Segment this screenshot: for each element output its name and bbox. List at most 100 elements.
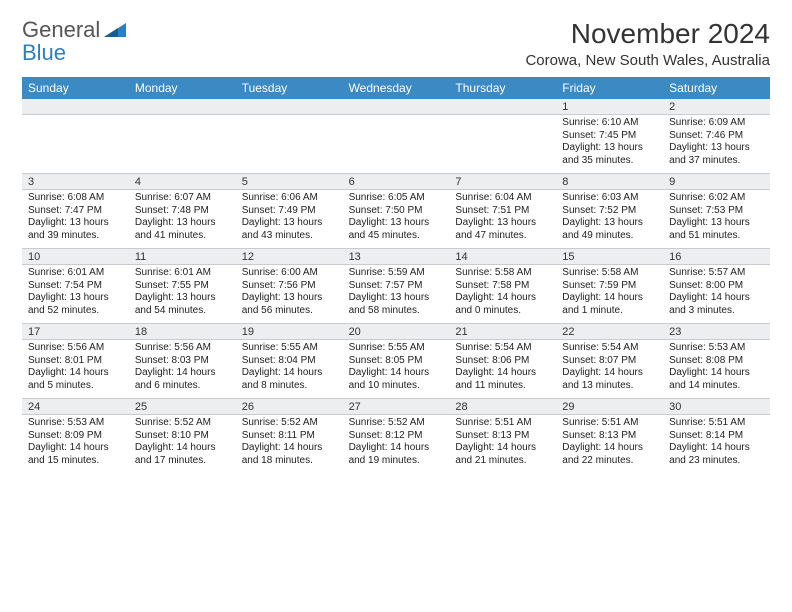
calendar-cell-body: Sunrise: 6:02 AMSunset: 7:53 PMDaylight:… bbox=[663, 190, 770, 248]
calendar-cell-body: Sunrise: 6:04 AMSunset: 7:51 PMDaylight:… bbox=[449, 190, 556, 248]
calendar-cell-line: Sunrise: 6:09 AM bbox=[669, 117, 764, 130]
calendar-cell: Sunrise: 6:01 AMSunset: 7:55 PMDaylight:… bbox=[129, 265, 236, 323]
calendar-cell-line: and 6 minutes. bbox=[135, 380, 230, 393]
calendar-cell: Sunrise: 5:58 AMSunset: 7:58 PMDaylight:… bbox=[449, 265, 556, 323]
calendar-cell-line: and 22 minutes. bbox=[562, 455, 657, 468]
calendar-cell-line: Daylight: 13 hours bbox=[28, 292, 123, 305]
calendar-cell-body bbox=[449, 115, 556, 123]
calendar-cell-body: Sunrise: 6:10 AMSunset: 7:45 PMDaylight:… bbox=[556, 115, 663, 173]
calendar-cell-line: and 52 minutes. bbox=[28, 305, 123, 318]
calendar-daynum bbox=[343, 99, 450, 114]
calendar-cell-line: and 51 minutes. bbox=[669, 230, 764, 243]
calendar-cell-body: Sunrise: 5:57 AMSunset: 8:00 PMDaylight:… bbox=[663, 265, 770, 323]
logo-word-1: General bbox=[22, 17, 100, 42]
calendar-daynum: 26 bbox=[236, 399, 343, 414]
calendar-cell-line: and 49 minutes. bbox=[562, 230, 657, 243]
calendar-cell-line: Sunset: 7:58 PM bbox=[455, 280, 550, 293]
calendar-cell: Sunrise: 6:02 AMSunset: 7:53 PMDaylight:… bbox=[663, 190, 770, 248]
calendar-daynum: 7 bbox=[449, 174, 556, 189]
calendar-cell: Sunrise: 5:57 AMSunset: 8:00 PMDaylight:… bbox=[663, 265, 770, 323]
calendar-cell-line: Daylight: 13 hours bbox=[669, 142, 764, 155]
calendar-daynum: 9 bbox=[663, 174, 770, 189]
calendar-cell: Sunrise: 6:05 AMSunset: 7:50 PMDaylight:… bbox=[343, 190, 450, 248]
calendar-cell-line: Daylight: 14 hours bbox=[562, 367, 657, 380]
calendar-cell-line: Daylight: 14 hours bbox=[455, 367, 550, 380]
calendar-week-row: Sunrise: 6:01 AMSunset: 7:54 PMDaylight:… bbox=[22, 265, 770, 323]
calendar-cell-line: and 45 minutes. bbox=[349, 230, 444, 243]
calendar-cell-line: Sunrise: 6:10 AM bbox=[562, 117, 657, 130]
calendar-cell-line: Sunset: 7:47 PM bbox=[28, 205, 123, 218]
calendar-cell-line: Sunset: 7:54 PM bbox=[28, 280, 123, 293]
calendar-cell-line: Daylight: 14 hours bbox=[455, 442, 550, 455]
calendar-cell-body: Sunrise: 5:53 AMSunset: 8:08 PMDaylight:… bbox=[663, 340, 770, 398]
calendar-cell-line: Sunset: 8:12 PM bbox=[349, 430, 444, 443]
calendar-daynum: 21 bbox=[449, 324, 556, 339]
header: General Blue November 2024 Corowa, New S… bbox=[22, 18, 770, 69]
calendar-cell-line: Sunrise: 5:53 AM bbox=[28, 417, 123, 430]
calendar-cell-line: Daylight: 14 hours bbox=[242, 442, 337, 455]
calendar-daynum: 29 bbox=[556, 399, 663, 414]
calendar-cell-body: Sunrise: 6:01 AMSunset: 7:54 PMDaylight:… bbox=[22, 265, 129, 323]
day-header-wed: Wednesday bbox=[343, 77, 450, 99]
calendar-cell-line: Sunrise: 5:52 AM bbox=[349, 417, 444, 430]
calendar-cell-line: and 15 minutes. bbox=[28, 455, 123, 468]
page-location: Corowa, New South Wales, Australia bbox=[525, 52, 770, 69]
calendar-cell-body: Sunrise: 5:51 AMSunset: 8:13 PMDaylight:… bbox=[449, 415, 556, 473]
calendar-cell-line: Sunset: 8:03 PM bbox=[135, 355, 230, 368]
calendar-cell-line: Sunrise: 6:00 AM bbox=[242, 267, 337, 280]
calendar-cell-line: Sunrise: 5:55 AM bbox=[349, 342, 444, 355]
calendar-cell-body: Sunrise: 5:55 AMSunset: 8:05 PMDaylight:… bbox=[343, 340, 450, 398]
calendar-cell-line: Sunset: 8:07 PM bbox=[562, 355, 657, 368]
calendar-cell-line: and 3 minutes. bbox=[669, 305, 764, 318]
calendar-daynum: 22 bbox=[556, 324, 663, 339]
calendar-cell: Sunrise: 5:53 AMSunset: 8:09 PMDaylight:… bbox=[22, 415, 129, 473]
calendar-cell: Sunrise: 5:52 AMSunset: 8:12 PMDaylight:… bbox=[343, 415, 450, 473]
calendar-cell-line: Sunrise: 6:08 AM bbox=[28, 192, 123, 205]
calendar-week-row: Sunrise: 6:08 AMSunset: 7:47 PMDaylight:… bbox=[22, 190, 770, 248]
calendar-cell-line: Sunrise: 5:51 AM bbox=[455, 417, 550, 430]
calendar-cell-line: Sunrise: 5:55 AM bbox=[242, 342, 337, 355]
calendar-daynum: 3 bbox=[22, 174, 129, 189]
calendar-cell-line: Sunrise: 6:05 AM bbox=[349, 192, 444, 205]
calendar-cell-line: Daylight: 13 hours bbox=[562, 142, 657, 155]
calendar-cell-line: Sunrise: 6:06 AM bbox=[242, 192, 337, 205]
calendar-cell-body: Sunrise: 5:52 AMSunset: 8:10 PMDaylight:… bbox=[129, 415, 236, 473]
calendar-cell-line: Sunrise: 5:59 AM bbox=[349, 267, 444, 280]
calendar-cell-body: Sunrise: 6:07 AMSunset: 7:48 PMDaylight:… bbox=[129, 190, 236, 248]
calendar-week-row: Sunrise: 5:53 AMSunset: 8:09 PMDaylight:… bbox=[22, 415, 770, 473]
calendar-daynum bbox=[129, 99, 236, 114]
calendar-cell-line: and 39 minutes. bbox=[28, 230, 123, 243]
calendar-daynum: 25 bbox=[129, 399, 236, 414]
calendar-cell-line: Sunrise: 6:01 AM bbox=[28, 267, 123, 280]
calendar-cell-line: and 14 minutes. bbox=[669, 380, 764, 393]
calendar-cell: Sunrise: 6:09 AMSunset: 7:46 PMDaylight:… bbox=[663, 115, 770, 173]
calendar-cell-line: Daylight: 13 hours bbox=[135, 292, 230, 305]
calendar-cell: Sunrise: 6:08 AMSunset: 7:47 PMDaylight:… bbox=[22, 190, 129, 248]
calendar-cell-line: and 10 minutes. bbox=[349, 380, 444, 393]
calendar-cell: Sunrise: 5:55 AMSunset: 8:05 PMDaylight:… bbox=[343, 340, 450, 398]
calendar-cell-line: Sunset: 8:08 PM bbox=[669, 355, 764, 368]
calendar-cell-line: Sunset: 8:06 PM bbox=[455, 355, 550, 368]
calendar-cell: Sunrise: 5:51 AMSunset: 8:13 PMDaylight:… bbox=[556, 415, 663, 473]
calendar-daynum: 23 bbox=[663, 324, 770, 339]
calendar-cell: Sunrise: 5:51 AMSunset: 8:14 PMDaylight:… bbox=[663, 415, 770, 473]
calendar-cell-line: Sunset: 8:10 PM bbox=[135, 430, 230, 443]
calendar-cell-body: Sunrise: 6:01 AMSunset: 7:55 PMDaylight:… bbox=[129, 265, 236, 323]
calendar-cell-line: Daylight: 13 hours bbox=[242, 292, 337, 305]
day-header-sat: Saturday bbox=[663, 77, 770, 99]
calendar-cell-line: and 8 minutes. bbox=[242, 380, 337, 393]
calendar: Sunday Monday Tuesday Wednesday Thursday… bbox=[22, 77, 770, 473]
calendar-daynum-row: 24252627282930 bbox=[22, 398, 770, 415]
calendar-cell-line: Sunset: 8:00 PM bbox=[669, 280, 764, 293]
calendar-cell-line: and 19 minutes. bbox=[349, 455, 444, 468]
calendar-cell-body: Sunrise: 6:00 AMSunset: 7:56 PMDaylight:… bbox=[236, 265, 343, 323]
calendar-cell: Sunrise: 5:56 AMSunset: 8:01 PMDaylight:… bbox=[22, 340, 129, 398]
calendar-cell-body: Sunrise: 5:55 AMSunset: 8:04 PMDaylight:… bbox=[236, 340, 343, 398]
calendar-cell: Sunrise: 6:01 AMSunset: 7:54 PMDaylight:… bbox=[22, 265, 129, 323]
calendar-cell-line: Daylight: 14 hours bbox=[562, 292, 657, 305]
calendar-cell-line: Daylight: 14 hours bbox=[669, 442, 764, 455]
calendar-cell-body: Sunrise: 5:58 AMSunset: 7:58 PMDaylight:… bbox=[449, 265, 556, 323]
calendar-cell: Sunrise: 5:54 AMSunset: 8:06 PMDaylight:… bbox=[449, 340, 556, 398]
calendar-daynum-row: 12 bbox=[22, 99, 770, 115]
calendar-cell-line: Sunset: 8:04 PM bbox=[242, 355, 337, 368]
